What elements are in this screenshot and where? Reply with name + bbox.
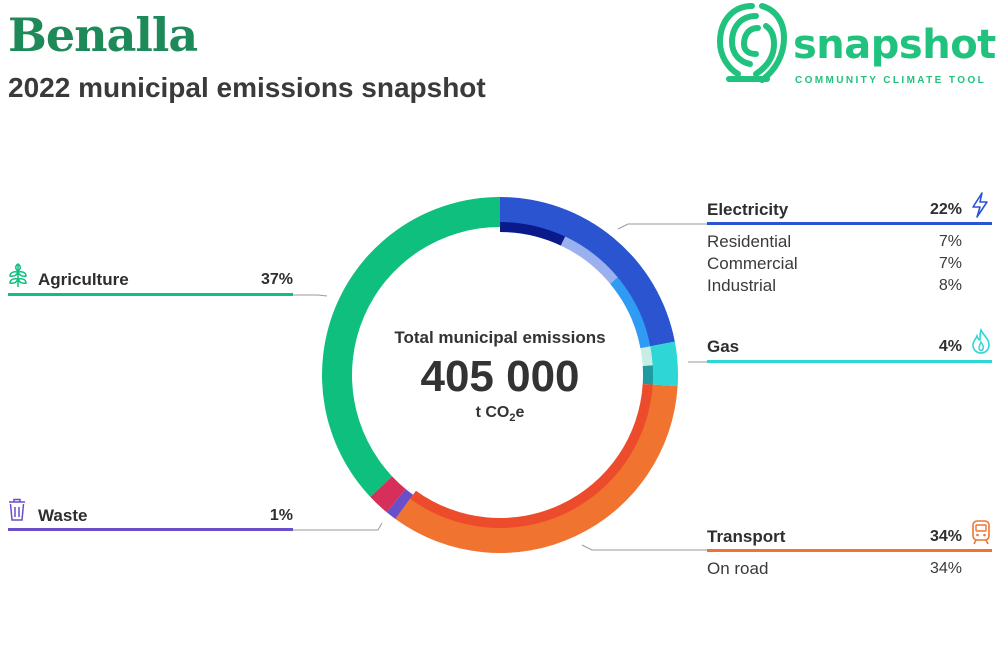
agriculture-rule xyxy=(8,293,293,296)
transport-rule xyxy=(707,549,992,552)
total-emissions-value: 405 000 xyxy=(420,352,580,401)
leader-line-agriculture xyxy=(293,294,328,297)
agriculture-label: Agriculture xyxy=(38,270,129,289)
transport-on-road-percent: 34% xyxy=(929,560,962,577)
donut-segment-agriculture xyxy=(321,196,500,497)
donut-segment-gas xyxy=(645,341,678,387)
logo-tagline: COMMUNITY CLIMATE TOOL xyxy=(795,75,987,86)
gas-label: Gas xyxy=(707,337,740,356)
donut-subsegment-on-road xyxy=(410,383,653,528)
flame-icon xyxy=(972,328,990,354)
electricity-residential-percent: 7% xyxy=(938,233,962,250)
donut-segment-other xyxy=(370,476,406,513)
page-title: Benalla xyxy=(8,8,198,62)
waste-label: Waste xyxy=(38,506,88,525)
electricity-percent: 22% xyxy=(929,201,962,218)
electricity-industrial-label: Industrial xyxy=(707,276,776,295)
donut-subsegment-gas-inner-b- xyxy=(642,365,653,385)
donut-subsegment-commercial xyxy=(560,236,618,284)
electricity-commercial-percent: 7% xyxy=(938,255,962,272)
snapshot-logo-icon xyxy=(716,3,788,83)
total-emissions-unit: t CO2e xyxy=(475,404,525,425)
page-subtitle: 2022 municipal emissions snapshot xyxy=(8,72,486,103)
logo-wordmark: snapshot xyxy=(793,22,996,68)
electricity-residential-label: Residential xyxy=(707,232,792,251)
waste-percent: 1% xyxy=(269,507,293,524)
gas-rule xyxy=(707,360,992,363)
lightning-icon xyxy=(972,192,988,218)
electricity-commercial-label: Commercial xyxy=(707,254,798,273)
wheat-icon xyxy=(9,263,27,287)
electricity-industrial-percent: 8% xyxy=(938,277,962,294)
agriculture-percent: 37% xyxy=(260,271,293,288)
gas-percent: 4% xyxy=(938,338,962,355)
donut-segment-transport xyxy=(395,384,678,553)
transport-percent: 34% xyxy=(929,528,962,545)
donut-segment-waste xyxy=(386,489,414,520)
transport-label: Transport xyxy=(707,527,786,546)
donut-segment-electricity xyxy=(500,197,675,348)
donut-subsegment-gas-inner-a- xyxy=(640,346,653,367)
electricity-rule xyxy=(707,222,992,225)
leader-line-electricity xyxy=(617,223,708,230)
donut-subsegment-industrial xyxy=(610,277,651,349)
waste-rule xyxy=(8,528,293,531)
train-icon xyxy=(972,520,990,545)
electricity-label: Electricity xyxy=(707,200,789,219)
trash-bin-icon xyxy=(9,498,25,521)
leader-line-waste xyxy=(293,522,383,531)
donut-subsegment-residential xyxy=(500,222,566,246)
leader-line-transport xyxy=(581,544,708,551)
total-emissions-label: Total municipal emissions xyxy=(394,328,606,347)
transport-on-road-label: On road xyxy=(707,559,769,578)
